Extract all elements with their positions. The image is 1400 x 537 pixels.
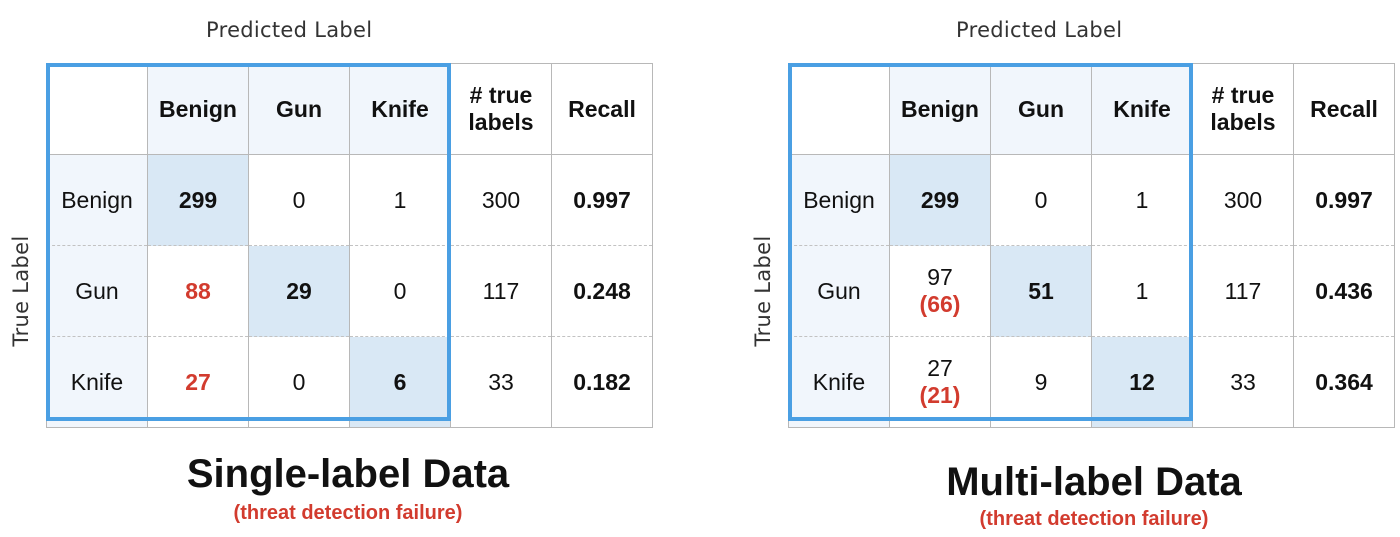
- cell-knife-knife: 6: [349, 336, 451, 428]
- cell-knife-benign-failure: (21): [919, 382, 961, 408]
- corner-cell: [46, 63, 148, 155]
- true-label-axis-title: True Label: [9, 235, 33, 347]
- cell-benign-knife: 1: [349, 154, 451, 246]
- cell-gun-benign: 97 (66): [889, 245, 991, 337]
- cell-gun-total: 117: [450, 245, 552, 337]
- row-label-knife: Knife: [788, 336, 890, 428]
- cell-knife-total: 33: [450, 336, 552, 428]
- row-label-gun: Gun: [788, 245, 890, 337]
- table-row: Gun 88 29 0 117 0.248: [46, 245, 653, 337]
- cell-knife-benign: 27 (21): [889, 336, 991, 428]
- col-header-gun: Gun: [248, 63, 350, 155]
- table-row: Knife 27 0 6 33 0.182: [46, 336, 653, 428]
- predicted-label-axis-title: Predicted Label: [956, 18, 1123, 42]
- corner-cell: [788, 63, 890, 155]
- cell-gun-benign: 88: [147, 245, 249, 337]
- cell-knife-benign: 27: [147, 336, 249, 428]
- row-label-benign: Benign: [46, 154, 148, 246]
- multi-label-panel: Predicted Label True Label Benign Gun Kn…: [742, 0, 1400, 537]
- cell-gun-benign-failure: (66): [919, 291, 961, 317]
- cell-benign-gun: 0: [990, 154, 1092, 246]
- cell-benign-total: 300: [1192, 154, 1294, 246]
- cell-gun-gun: 29: [248, 245, 350, 337]
- cell-gun-recall: 0.436: [1293, 245, 1395, 337]
- col-header-benign: Benign: [147, 63, 249, 155]
- col-header-knife: Knife: [1091, 63, 1193, 155]
- cell-benign-benign: 299: [147, 154, 249, 246]
- cell-knife-recall: 0.364: [1293, 336, 1395, 428]
- col-header-true-labels: # true labels: [450, 63, 552, 155]
- cell-benign-recall: 0.997: [1293, 154, 1395, 246]
- cell-gun-recall: 0.248: [551, 245, 653, 337]
- col-header-recall: Recall: [1293, 63, 1395, 155]
- col-header-benign: Benign: [889, 63, 991, 155]
- panel-title: Single-label Data: [186, 452, 510, 496]
- panel-title: Multi-label Data: [946, 460, 1242, 504]
- table-row: Knife 27 (21) 9 12 33 0.364: [788, 336, 1395, 428]
- cell-benign-recall: 0.997: [551, 154, 653, 246]
- panel-subtitle: (threat detection failure): [233, 502, 463, 524]
- header-row: Benign Gun Knife # true labels Recall: [46, 63, 653, 155]
- cell-knife-total: 33: [1192, 336, 1294, 428]
- cell-knife-knife: 12: [1091, 336, 1193, 428]
- row-label-knife: Knife: [46, 336, 148, 428]
- predicted-label-axis-title: Predicted Label: [206, 18, 373, 42]
- cell-gun-benign-count: 97: [927, 264, 953, 290]
- cell-knife-recall: 0.182: [551, 336, 653, 428]
- confusion-matrix-multi: Benign Gun Knife # true labels Recall Be…: [788, 63, 1395, 428]
- panel-subtitle: (threat detection failure): [979, 508, 1209, 530]
- col-header-recall: Recall: [551, 63, 653, 155]
- cell-benign-benign: 299: [889, 154, 991, 246]
- cell-benign-total: 300: [450, 154, 552, 246]
- cell-gun-knife: 0: [349, 245, 451, 337]
- true-label-axis-title: True Label: [751, 235, 775, 347]
- col-header-knife: Knife: [349, 63, 451, 155]
- cell-knife-gun: 0: [248, 336, 350, 428]
- table-row: Benign 299 0 1 300 0.997: [788, 154, 1395, 246]
- cell-knife-benign-count: 27: [927, 355, 953, 381]
- col-header-true-labels: # true labels: [1192, 63, 1294, 155]
- single-label-panel: Predicted Label True Label Benign Gun Kn…: [0, 0, 660, 537]
- table-row: Gun 97 (66) 51 1 117 0.436: [788, 245, 1395, 337]
- confusion-matrix-single: Benign Gun Knife # true labels Recall Be…: [46, 63, 653, 428]
- cell-gun-knife: 1: [1091, 245, 1193, 337]
- cell-gun-total: 117: [1192, 245, 1294, 337]
- cell-benign-knife: 1: [1091, 154, 1193, 246]
- row-label-gun: Gun: [46, 245, 148, 337]
- cell-benign-gun: 0: [248, 154, 350, 246]
- table-row: Benign 299 0 1 300 0.997: [46, 154, 653, 246]
- cell-knife-gun: 9: [990, 336, 1092, 428]
- col-header-gun: Gun: [990, 63, 1092, 155]
- row-label-benign: Benign: [788, 154, 890, 246]
- cell-gun-gun: 51: [990, 245, 1092, 337]
- header-row: Benign Gun Knife # true labels Recall: [788, 63, 1395, 155]
